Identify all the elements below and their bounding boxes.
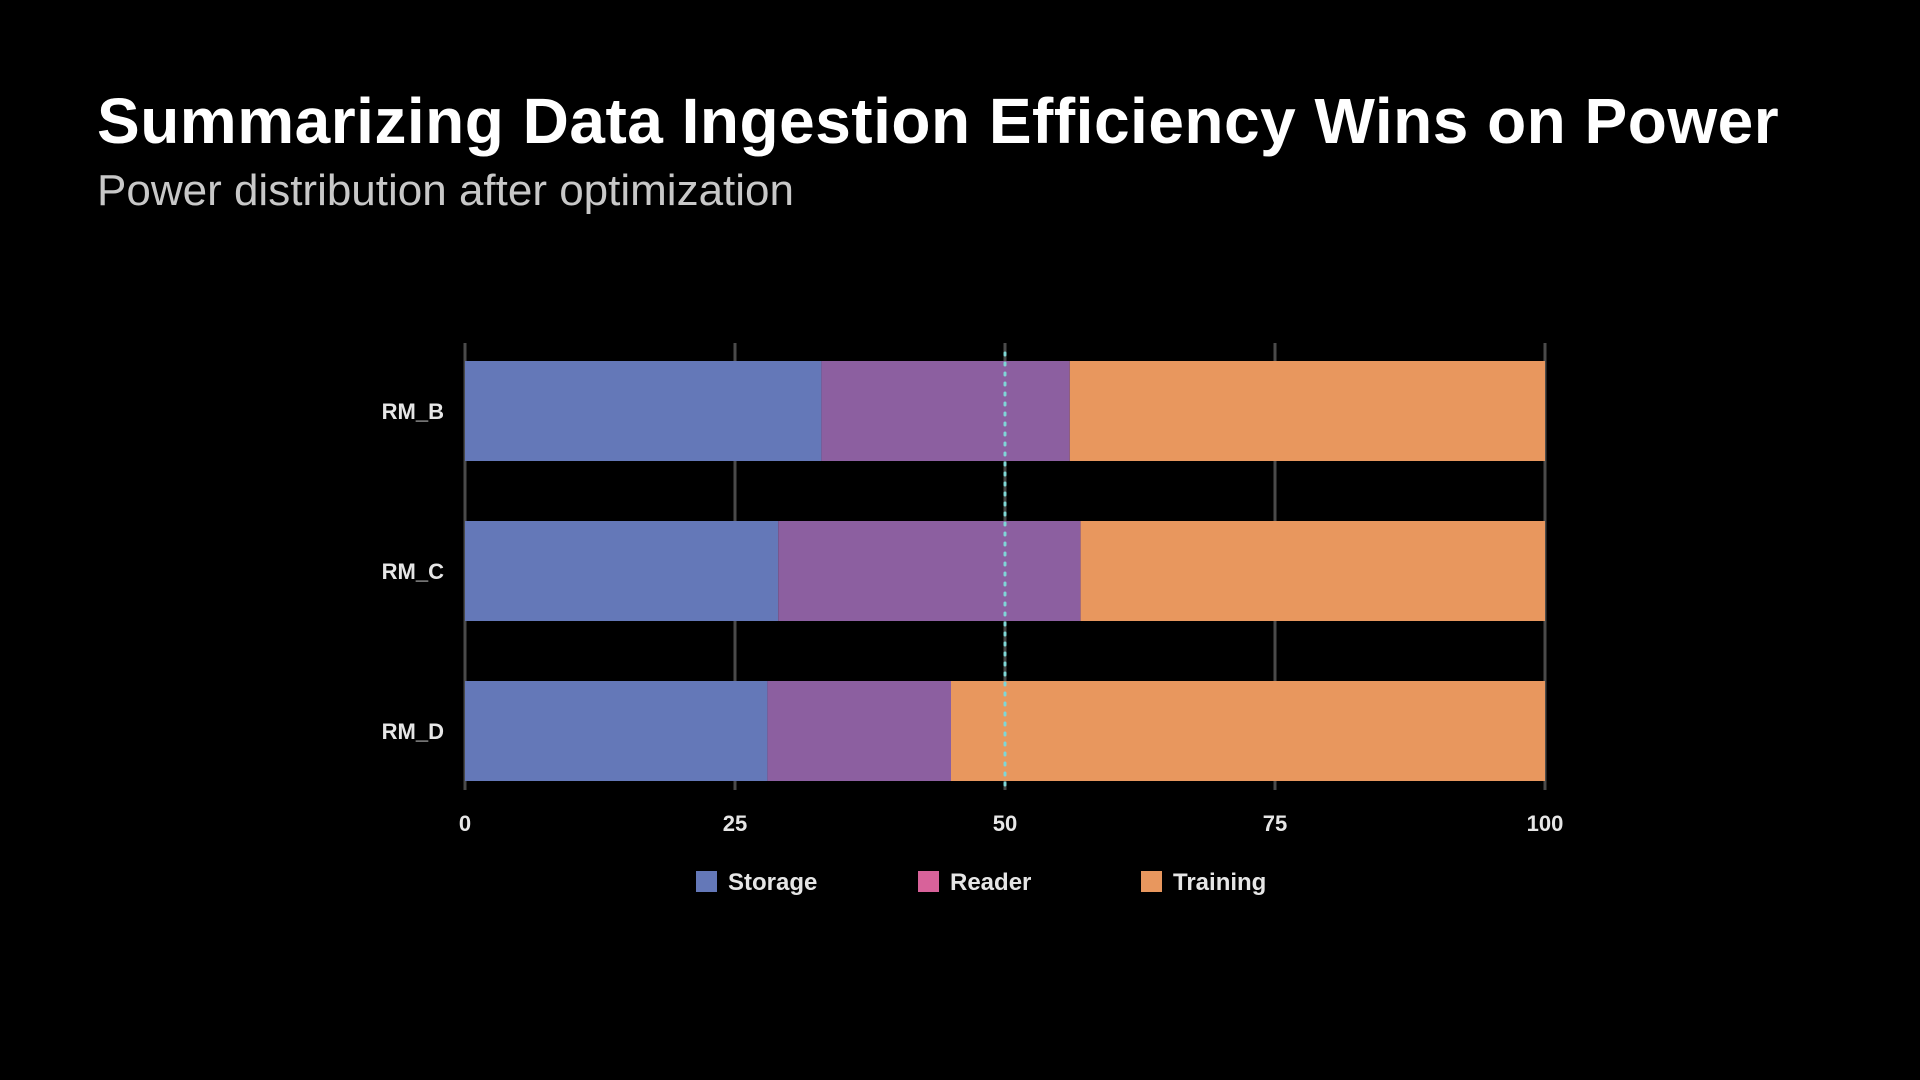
bar-rm-d-training [951, 681, 1545, 781]
bar-rm-c-reader [778, 521, 1081, 621]
category-label: RM_B [382, 399, 444, 424]
tick-label: 50 [993, 811, 1017, 836]
legend-label-storage: Storage [728, 869, 817, 896]
bar-rm-b-reader [821, 361, 1070, 461]
page-title: Summarizing Data Ingestion Efficiency Wi… [97, 85, 1780, 157]
bar-rm-c-storage [465, 521, 779, 621]
category-label: RM_C [382, 559, 444, 584]
tick-label: 100 [1527, 811, 1564, 836]
legend-swatch-reader [918, 871, 939, 892]
legend-label-reader: Reader [950, 869, 1031, 896]
bar-rm-b-training [1069, 361, 1545, 461]
legend-label-training: Training [1173, 869, 1266, 896]
bar-rm-d-reader [767, 681, 951, 781]
legend-swatch-training [1141, 871, 1162, 892]
tick-label: 0 [459, 811, 471, 836]
bar-rm-c-training [1080, 521, 1545, 621]
tick-label: 25 [723, 811, 747, 836]
tick-label: 75 [1263, 811, 1287, 836]
legend-swatch-storage [696, 871, 717, 892]
page-subtitle: Power distribution after optimization [97, 166, 794, 215]
bar-rm-b-storage [465, 361, 822, 461]
bar-rm-d-storage [465, 681, 768, 781]
category-label: RM_D [382, 719, 444, 744]
